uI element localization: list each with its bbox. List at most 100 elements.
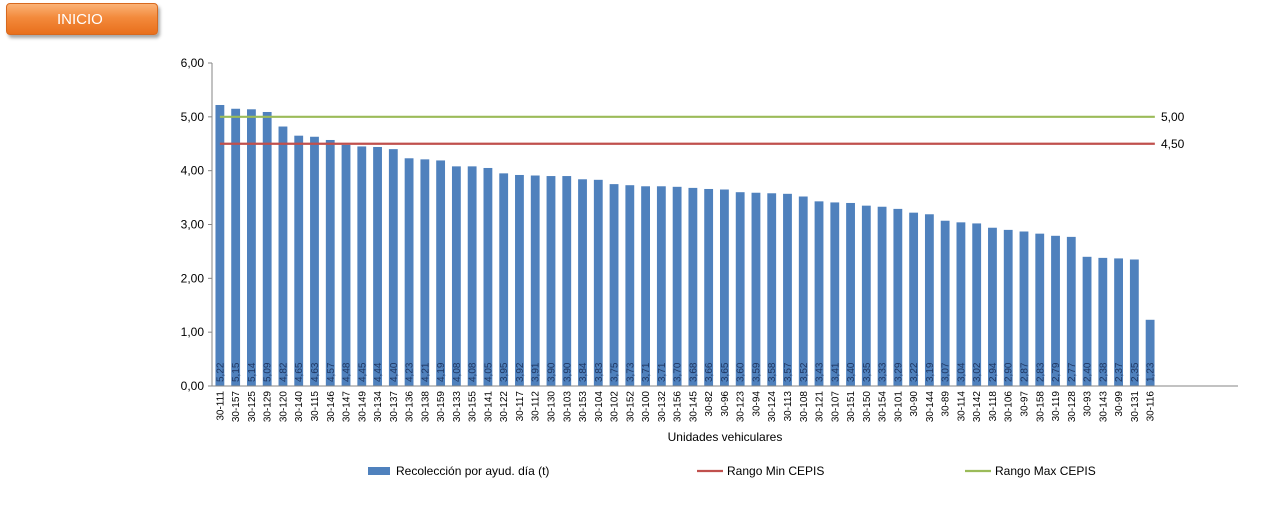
bar (515, 174, 524, 386)
data-label: 4,57 (326, 362, 337, 382)
data-label: 3,83 (594, 362, 605, 382)
data-label: 5,22 (215, 362, 226, 382)
x-tick-label: 30-100 (641, 391, 652, 423)
data-label: 3,04 (956, 362, 967, 382)
x-tick-label: 30-140 (294, 391, 305, 423)
bar (499, 173, 509, 386)
bar (467, 166, 477, 386)
data-label: 4,19 (436, 362, 447, 382)
data-label: 2,79 (1051, 362, 1062, 382)
bar (593, 179, 603, 386)
x-tick-label: 30-145 (688, 391, 699, 423)
data-label: 3,95 (499, 362, 510, 382)
x-tick-label: 30-125 (247, 391, 258, 423)
legend-bar-swatch (368, 467, 390, 475)
data-label: 5,15 (231, 362, 242, 382)
data-label: 3,07 (941, 362, 952, 382)
x-tick-label: 30-129 (263, 391, 274, 423)
bar (483, 167, 493, 386)
data-label: 3,58 (767, 362, 778, 382)
data-label: 3,22 (909, 362, 920, 382)
data-label: 2,40 (1083, 362, 1094, 382)
data-label: 3,71 (657, 362, 668, 382)
x-tick-label: 30-107 (830, 391, 841, 423)
bar (278, 126, 288, 387)
bar (641, 186, 650, 386)
x-tick-label: 30-122 (499, 391, 510, 423)
legend-max-label: Rango Max CEPIS (995, 464, 1096, 478)
data-label: 3,52 (799, 362, 810, 382)
data-label: 3,90 (562, 362, 573, 382)
bar (388, 149, 398, 386)
bar (262, 111, 272, 386)
x-tick-label: 30-124 (767, 391, 778, 423)
bar (357, 146, 367, 386)
x-tick-label: 30-130 (546, 391, 557, 423)
inicio-button[interactable]: INICIO (6, 3, 158, 35)
x-tick-label: 30-106 (1004, 391, 1015, 423)
x-tick-label: 30-143 (1098, 391, 1109, 423)
legend-bar-label: Recolección por ayud. día (t) (396, 464, 549, 478)
x-tick-label: 30-155 (468, 391, 479, 423)
y-tick-label: 3,00 (181, 218, 205, 232)
bar (783, 193, 792, 386)
bar (767, 193, 777, 386)
bar (1145, 319, 1155, 386)
data-label: 4,08 (452, 362, 463, 382)
bar (972, 223, 982, 386)
bar (546, 176, 556, 386)
data-label: 4,40 (389, 362, 400, 382)
x-tick-label: 30-121 (815, 391, 826, 423)
data-label: 3,33 (878, 362, 889, 382)
bar (846, 202, 855, 386)
bar (735, 192, 745, 386)
x-tick-label: 30-137 (389, 391, 400, 423)
data-label: 2,35 (1130, 362, 1141, 382)
bar (231, 108, 241, 386)
x-tick-label: 30-118 (988, 391, 999, 422)
bar (1003, 229, 1013, 386)
data-label: 3,66 (704, 362, 715, 382)
data-label: 3,65 (720, 362, 731, 382)
x-tick-label: 30-146 (326, 391, 337, 423)
data-label: 3,29 (893, 362, 904, 382)
x-tick-label: 30-159 (436, 391, 447, 423)
bar (861, 205, 871, 386)
y-tick-label: 1,00 (181, 325, 205, 339)
x-tick-label: 30-117 (515, 391, 526, 422)
x-tick-label: 30-116 (1146, 391, 1157, 422)
x-tick-label: 30-108 (799, 391, 810, 423)
data-label: 3,84 (578, 362, 589, 382)
data-label: 4,21 (420, 362, 431, 382)
bar (294, 135, 304, 386)
data-label: 4,45 (357, 362, 368, 382)
x-tick-label: 30-101 (893, 391, 904, 423)
data-label: 3,71 (641, 362, 652, 382)
x-tick-label: 30-128 (1067, 391, 1078, 423)
bar (1035, 233, 1045, 386)
data-label: 3,41 (830, 362, 841, 382)
bar (988, 227, 997, 386)
x-tick-label: 30-132 (657, 391, 668, 423)
x-tick-label: 30-120 (278, 391, 289, 423)
bar (720, 189, 729, 386)
bar (325, 139, 335, 386)
x-tick-label: 30-144 (925, 391, 936, 423)
bar (798, 196, 808, 386)
x-tick-label: 30-94 (751, 391, 762, 417)
data-label: 4,65 (294, 362, 305, 382)
data-label: 3,70 (673, 362, 684, 382)
bar (940, 220, 950, 386)
x-tick-label: 30-111 (215, 391, 226, 421)
data-label: 1,23 (1146, 362, 1157, 382)
x-tick-label: 30-99 (1114, 391, 1125, 417)
legend-min-label: Rango Min CEPIS (727, 464, 824, 478)
bar (578, 179, 587, 386)
bar (1114, 258, 1123, 386)
data-label: 3,43 (815, 362, 826, 382)
y-tick-label: 0,00 (181, 379, 205, 393)
min-line-label: 4,50 (1161, 137, 1185, 151)
bar (704, 188, 714, 386)
data-label: 5,14 (247, 362, 258, 382)
data-label: 3,92 (515, 362, 526, 382)
